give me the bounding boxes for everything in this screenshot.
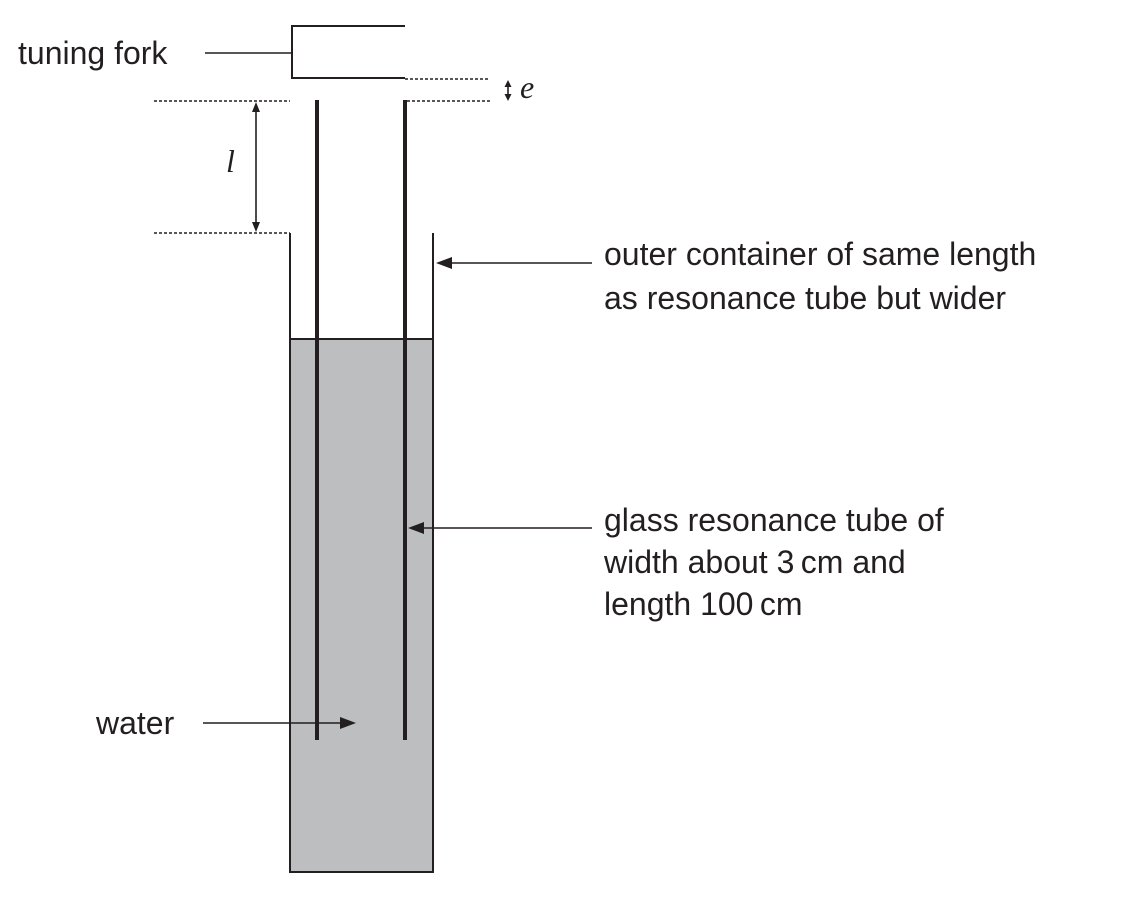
outer-container bbox=[289, 233, 434, 873]
outer-container-label-line1: outer container of same length bbox=[604, 236, 1036, 272]
glass-tube-label-line2: width about 3 cm and bbox=[603, 544, 906, 580]
water-arrowhead bbox=[340, 717, 356, 729]
glass-tube-arrowhead bbox=[408, 522, 424, 534]
length-arrowhead-top bbox=[252, 102, 260, 112]
water-region bbox=[290, 339, 433, 872]
length-arrowhead-bottom bbox=[252, 222, 260, 232]
glass-tube-label-line3: length 100 cm bbox=[604, 586, 803, 622]
end-correction-arrowhead-bottom bbox=[504, 94, 512, 101]
outer-container-arrowhead bbox=[436, 257, 452, 269]
tuning-fork bbox=[291, 25, 405, 79]
glass-tube-label-line1: glass resonance tube of bbox=[604, 502, 944, 538]
end-correction-arrowhead-top bbox=[504, 80, 512, 87]
water-label: water bbox=[95, 705, 175, 741]
end-correction-symbol: e bbox=[520, 69, 534, 105]
outer-container-label-line2: as resonance tube but wider bbox=[604, 280, 1006, 316]
tuning-fork-label: tuning fork bbox=[18, 35, 168, 71]
length-symbol: l bbox=[226, 143, 235, 179]
